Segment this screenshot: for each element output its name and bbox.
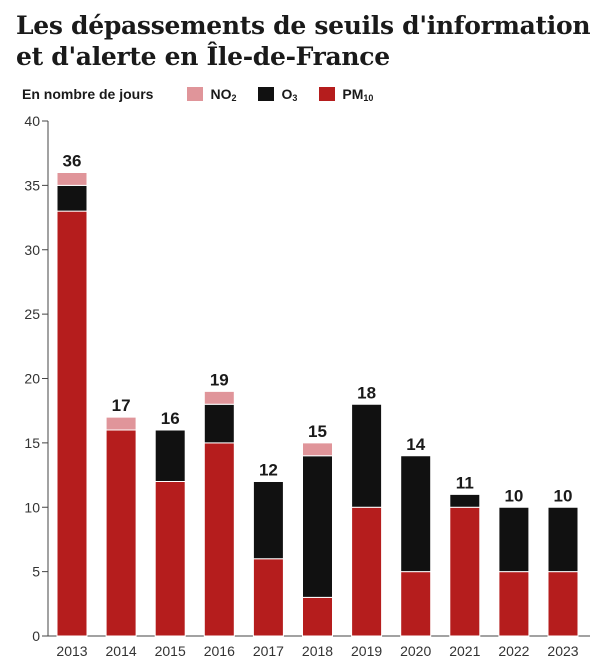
bar-segment-pm10	[498, 571, 530, 637]
chart-title: Les dépassements de seuils d'information…	[16, 11, 591, 71]
unit-label: En nombre de jours	[22, 86, 154, 102]
y-tick-label: 15	[24, 435, 40, 451]
legend-item-pm10: PM 10	[319, 86, 374, 103]
bar-segment-o3	[547, 506, 579, 573]
bar-segment-o3	[154, 429, 186, 482]
x-tick-label: 2019	[351, 643, 382, 659]
y-tick-label: 30	[24, 242, 40, 258]
y-tick-label: 35	[24, 177, 40, 193]
y-tick-label: 20	[24, 371, 40, 387]
bar-segment-pm10	[400, 571, 432, 637]
bar-total-label: 11	[456, 473, 474, 492]
x-tick-label: 2018	[302, 643, 333, 659]
bar-total-label: 36	[63, 152, 82, 171]
bar-segment-o3	[449, 493, 481, 508]
x-tick-label: 2014	[106, 643, 137, 659]
bar-segment-pm10	[56, 210, 88, 637]
x-tick-label: 2023	[547, 643, 578, 659]
bar-total-label: 10	[504, 486, 523, 505]
y-tick-label: 25	[24, 306, 40, 322]
bar-segment-pm10	[351, 506, 383, 637]
bar-segment-pm10	[449, 506, 481, 637]
bar-segment-pm10	[252, 558, 284, 637]
bar-segment-o3	[56, 184, 88, 212]
x-tick-label: 2013	[56, 643, 87, 659]
legend-label-no2: NO	[210, 86, 232, 102]
x-tick-label: 2021	[449, 643, 480, 659]
bar-segment-pm10	[547, 571, 579, 637]
legend-item-no2: NO 2	[187, 86, 237, 103]
bar-segment-pm10	[105, 429, 137, 637]
bar-segment-o3	[203, 403, 235, 444]
x-tick-label: 2015	[155, 643, 186, 659]
legend-swatch-pm10	[319, 87, 336, 101]
bar-segment-no2	[105, 416, 137, 431]
legend-sub-pm10: 10	[363, 93, 374, 103]
bar-segment-no2	[203, 390, 235, 405]
bar-total-label: 12	[259, 461, 278, 480]
y-tick-label: 10	[24, 499, 40, 515]
bar-total-label: 19	[210, 370, 229, 389]
bar-segment-o3	[252, 481, 284, 560]
bar-total-label: 17	[112, 396, 131, 415]
bar-segment-o3	[302, 455, 333, 598]
bar-segment-pm10	[302, 596, 333, 637]
bar-segment-o3	[498, 506, 530, 573]
bar-total-label: 16	[161, 409, 180, 428]
y-tick-label: 0	[32, 628, 40, 644]
legend-sub-o3: 3	[292, 93, 298, 103]
bar-segment-no2	[56, 172, 88, 186]
bar-segment-no2	[302, 442, 333, 457]
y-tick-label: 40	[24, 113, 40, 129]
legend-sub-no2: 2	[231, 93, 237, 103]
bar-segment-o3	[400, 455, 432, 573]
x-tick-label: 2016	[204, 643, 235, 659]
legend-label-o3: O	[281, 86, 293, 102]
legend-label-pm10: PM	[342, 86, 364, 102]
bar-total-label: 14	[406, 435, 425, 454]
bar-segment-o3	[351, 403, 383, 508]
x-tick-label: 2022	[498, 643, 529, 659]
bar-total-label: 15	[308, 422, 327, 441]
y-tick-label: 5	[32, 564, 40, 580]
legend-swatch-no2	[187, 87, 204, 101]
bar-total-label: 10	[554, 486, 573, 505]
bar-segment-pm10	[154, 481, 186, 637]
x-tick-label: 2020	[400, 643, 431, 659]
bar-total-label: 18	[357, 383, 376, 402]
x-tick-label: 2017	[253, 643, 284, 659]
legend-swatch-o3	[258, 87, 275, 101]
bar-segment-pm10	[203, 442, 235, 637]
